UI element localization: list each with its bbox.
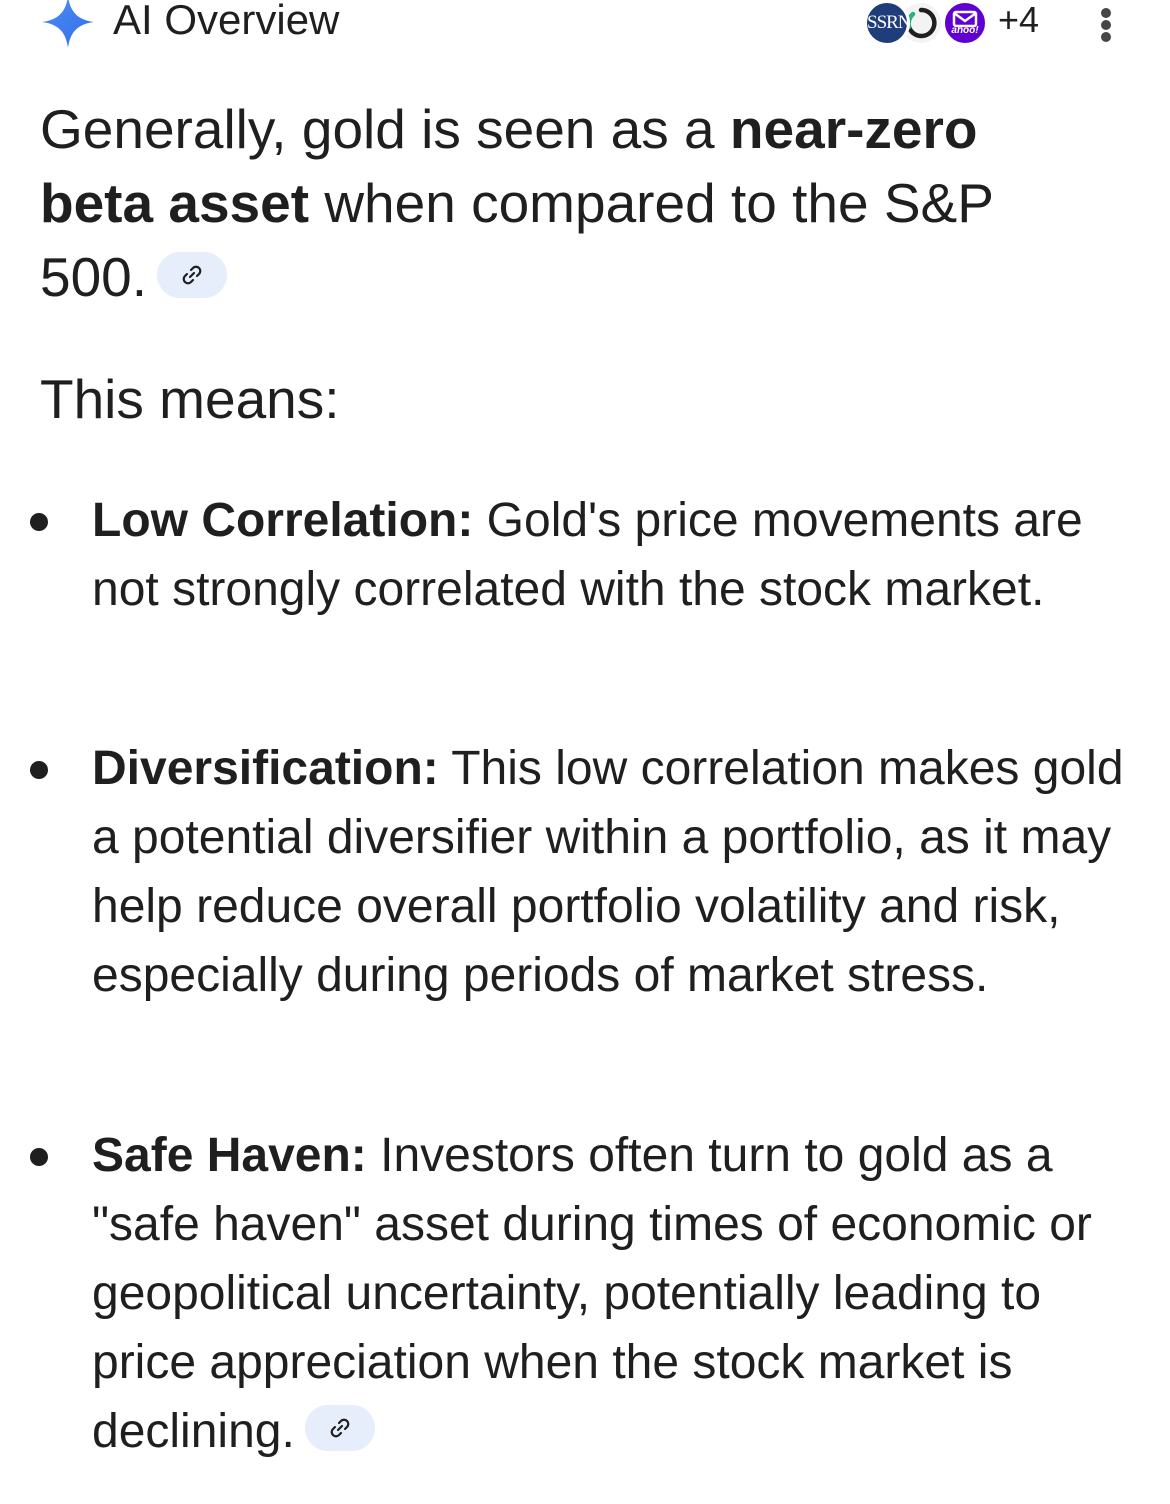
list-item-title: Diversification: [92, 742, 439, 795]
link-icon [182, 266, 202, 285]
bullet-dot [30, 761, 48, 779]
list-item: Diversification: This low correlation ma… [30, 734, 1142, 1010]
list-item-title: Low Correlation: [92, 494, 474, 547]
list-item-title: Safe Haven: [92, 1129, 367, 1182]
ai-overview-title: AI Overview [113, 0, 340, 43]
list-item-text: Gold's price movements are not strongly … [92, 494, 1083, 616]
link-icon [330, 1418, 350, 1438]
bullet-dot [30, 1148, 48, 1166]
sources-button[interactable]: SSRN ahoo! +4 [864, 0, 1054, 46]
citation-link-button[interactable] [157, 252, 228, 299]
list-item-text: Investors often turn to gold as a "safe … [92, 1129, 1092, 1458]
more-sources-count: +4 [998, 0, 1040, 40]
more-vert-icon[interactable] [1092, 4, 1120, 44]
citation-link-button[interactable] [304, 1405, 375, 1452]
list-item: Safe Haven: Investors often turn to gold… [30, 1121, 1142, 1466]
summary-bold-term: near-zero beta asset [40, 98, 978, 234]
list-item-text: This low correlation makes gold a potent… [92, 742, 1124, 1002]
summary-text-start: Generally, gold is seen as a [40, 98, 730, 160]
summary-text-end: when compared to the S&P 500. [40, 172, 993, 308]
ssrn-logo-icon: SSRN [864, 0, 910, 46]
ai-overview-header: AI Overview SSRN ahoo! +4 [0, 0, 1170, 48]
ssrn-logo-label: SSRN [867, 12, 910, 33]
sparkle-icon [42, 0, 94, 48]
yahoo-mail-logo-icon: ahoo! [942, 0, 988, 46]
list-item: Low Correlation: Gold's price movements … [30, 486, 1142, 624]
bullet-dot [30, 513, 48, 531]
yahoo-logo-label: ahoo! [951, 25, 979, 36]
overview-summary: Generally, gold is seen as a near-zero b… [40, 92, 1100, 314]
means-label: This means: [40, 368, 340, 430]
